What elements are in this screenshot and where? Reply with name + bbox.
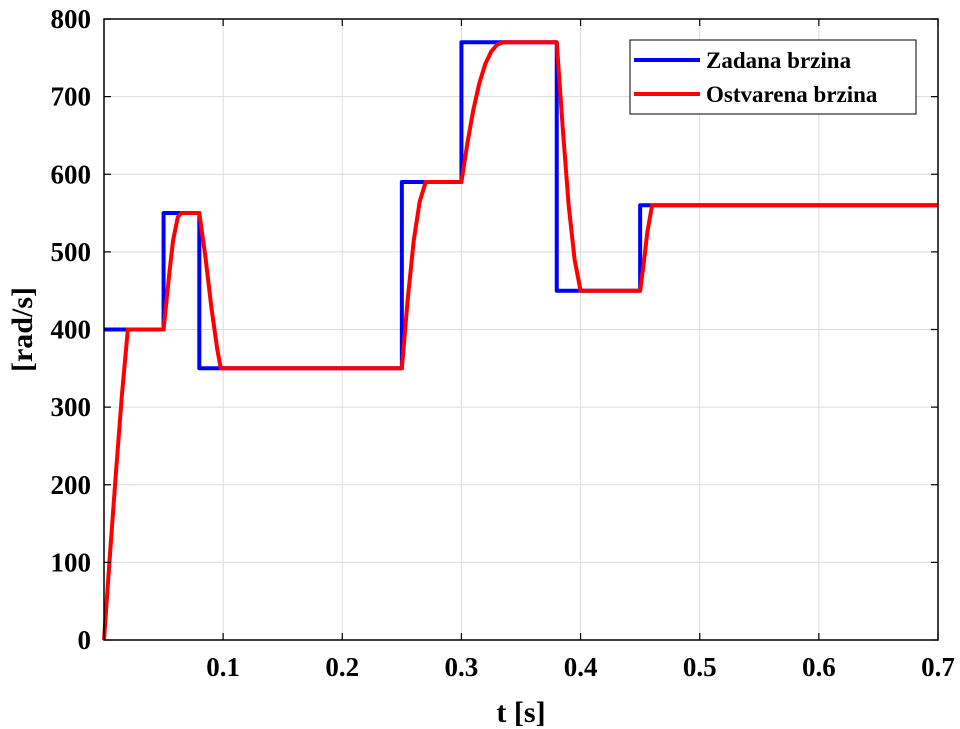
x-tick-label: 0.4 bbox=[564, 652, 598, 682]
series-line-ostvarena-brzina bbox=[102, 40, 938, 641]
y-axis-title: [rad/s] bbox=[6, 287, 39, 372]
y-tick-label: 800 bbox=[51, 4, 92, 34]
y-tick-label: 300 bbox=[51, 392, 92, 422]
x-tick-label: 0.1 bbox=[206, 652, 240, 682]
x-tick-label: 0.2 bbox=[325, 652, 359, 682]
x-axis-title: t [s] bbox=[496, 696, 545, 729]
legend-label-zadana-brzina: Zadana brzina bbox=[706, 48, 852, 73]
y-tick-label: 600 bbox=[51, 159, 92, 189]
y-tick-label: 700 bbox=[51, 82, 92, 112]
legend-label-ostvarena-brzina: Ostvarena brzina bbox=[706, 82, 878, 107]
y-tick-label: 200 bbox=[51, 470, 92, 500]
x-tick-label: 0.3 bbox=[445, 652, 479, 682]
y-tick-label: 0 bbox=[78, 625, 92, 655]
y-tick-label: 400 bbox=[51, 315, 92, 345]
legend: Zadana brzina Ostvarena brzina bbox=[629, 39, 917, 115]
y-tick-label: 500 bbox=[51, 237, 92, 267]
x-tick-label: 0.6 bbox=[802, 652, 836, 682]
y-tick-label: 100 bbox=[51, 547, 92, 577]
x-tick-label: 0.7 bbox=[921, 652, 955, 682]
axis-ticks: 0.1 0.2 0.3 0.4 0.5 0.6 0.7 0 100 200 300 400 500 600… bbox=[51, 4, 955, 682]
legend-box bbox=[629, 39, 917, 115]
x-tick-label: 0.5 bbox=[683, 652, 717, 682]
series-layer bbox=[102, 40, 938, 641]
